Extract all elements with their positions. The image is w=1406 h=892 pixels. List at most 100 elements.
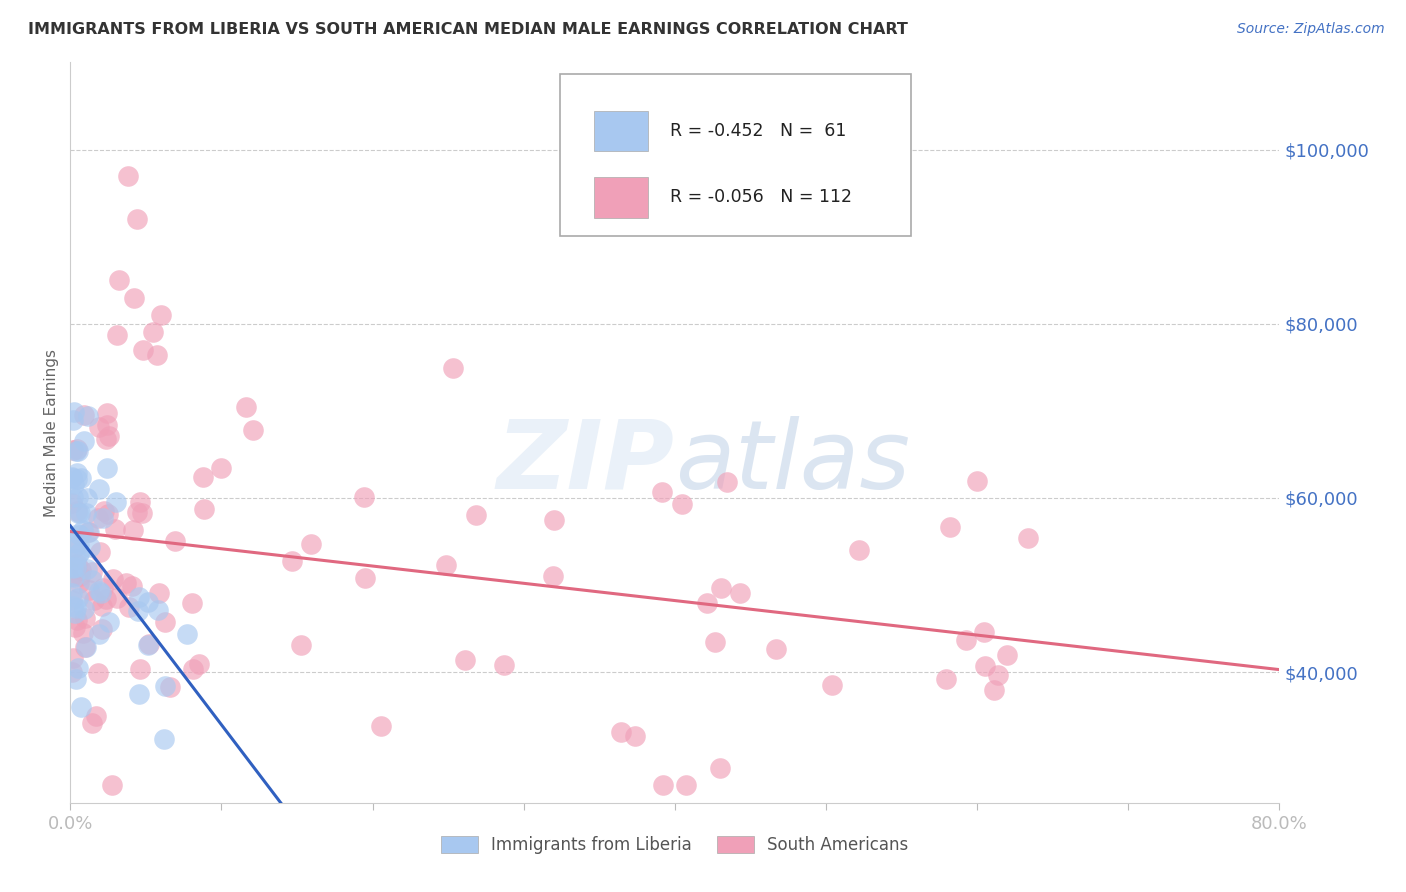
Point — [434, 558, 457, 572]
Point — [73, 611, 96, 625]
Point — [97, 508, 120, 522]
Point — [848, 542, 870, 557]
Point — [299, 537, 322, 551]
Point — [76, 491, 98, 506]
Text: IMMIGRANTS FROM LIBERIA VS SOUTH AMERICAN MEDIAN MALE EARNINGS CORRELATION CHART: IMMIGRANTS FROM LIBERIA VS SOUTH AMERICA… — [28, 22, 908, 37]
Point — [129, 494, 152, 508]
Point — [129, 662, 152, 676]
Point — [69, 471, 91, 485]
Point — [65, 552, 87, 566]
Point — [441, 361, 464, 376]
Point — [73, 602, 96, 616]
Point — [66, 660, 89, 674]
Point — [63, 606, 86, 620]
Point — [90, 586, 112, 600]
Point — [62, 599, 84, 613]
Point — [193, 501, 215, 516]
Point — [728, 586, 751, 600]
Point — [121, 579, 143, 593]
Text: R = -0.452   N =  61: R = -0.452 N = 61 — [671, 121, 846, 139]
Point — [370, 719, 392, 733]
Point — [1017, 531, 1039, 545]
Point — [935, 672, 957, 686]
Point — [60, 569, 83, 583]
Point — [353, 571, 375, 585]
Point — [89, 545, 111, 559]
Point — [153, 679, 176, 693]
Point — [90, 623, 112, 637]
Point — [66, 591, 89, 606]
Point — [63, 477, 86, 491]
Point — [105, 495, 128, 509]
Point — [94, 591, 117, 606]
Point — [145, 347, 167, 361]
Point — [165, 534, 187, 549]
Point — [72, 626, 94, 640]
Point — [77, 525, 100, 540]
Text: atlas: atlas — [675, 416, 910, 508]
Point — [62, 560, 84, 574]
Text: R = -0.056   N = 112: R = -0.056 N = 112 — [671, 188, 852, 206]
Point — [60, 496, 83, 510]
Point — [67, 491, 90, 505]
Point — [176, 627, 198, 641]
Point — [115, 576, 138, 591]
Point — [66, 466, 89, 480]
Point — [353, 490, 375, 504]
Point — [290, 638, 312, 652]
Point — [77, 583, 100, 598]
Point — [66, 443, 89, 458]
Point — [65, 601, 87, 615]
Point — [62, 490, 84, 504]
Point — [75, 640, 97, 654]
Point — [180, 596, 202, 610]
Point — [62, 534, 84, 549]
Point — [62, 443, 84, 458]
Point — [66, 472, 89, 486]
Point — [82, 574, 104, 588]
Point — [73, 408, 96, 422]
Point — [121, 524, 143, 538]
Point — [281, 554, 304, 568]
Point — [69, 569, 91, 583]
Point — [235, 400, 257, 414]
Point — [91, 511, 114, 525]
Legend: Immigrants from Liberia, South Americans: Immigrants from Liberia, South Americans — [434, 830, 915, 861]
Point — [938, 519, 960, 533]
Point — [77, 409, 100, 423]
Point — [93, 504, 115, 518]
Point — [709, 761, 731, 775]
Point — [494, 658, 516, 673]
Point — [973, 625, 995, 640]
Point — [955, 632, 977, 647]
Point — [98, 429, 121, 443]
Point — [973, 659, 995, 673]
Point — [125, 212, 148, 227]
Point — [65, 619, 87, 633]
Point — [651, 485, 673, 500]
Point — [87, 665, 110, 680]
Point — [127, 604, 149, 618]
Point — [211, 461, 233, 475]
Point — [105, 328, 128, 343]
Point — [136, 638, 159, 652]
Point — [83, 593, 105, 607]
Point — [76, 525, 98, 540]
Point — [60, 665, 83, 680]
Point — [96, 418, 118, 433]
Point — [96, 406, 118, 420]
Point — [90, 599, 112, 613]
Point — [101, 778, 124, 792]
Point — [454, 653, 477, 667]
Point — [70, 700, 93, 714]
Y-axis label: Median Male Earnings: Median Male Earnings — [44, 349, 59, 516]
Point — [63, 570, 86, 584]
Point — [671, 497, 693, 511]
Point — [63, 562, 86, 576]
FancyBboxPatch shape — [593, 178, 648, 218]
Point — [652, 778, 675, 792]
Point — [66, 613, 89, 627]
Point — [72, 523, 94, 537]
Point — [69, 528, 91, 542]
Point — [128, 687, 150, 701]
